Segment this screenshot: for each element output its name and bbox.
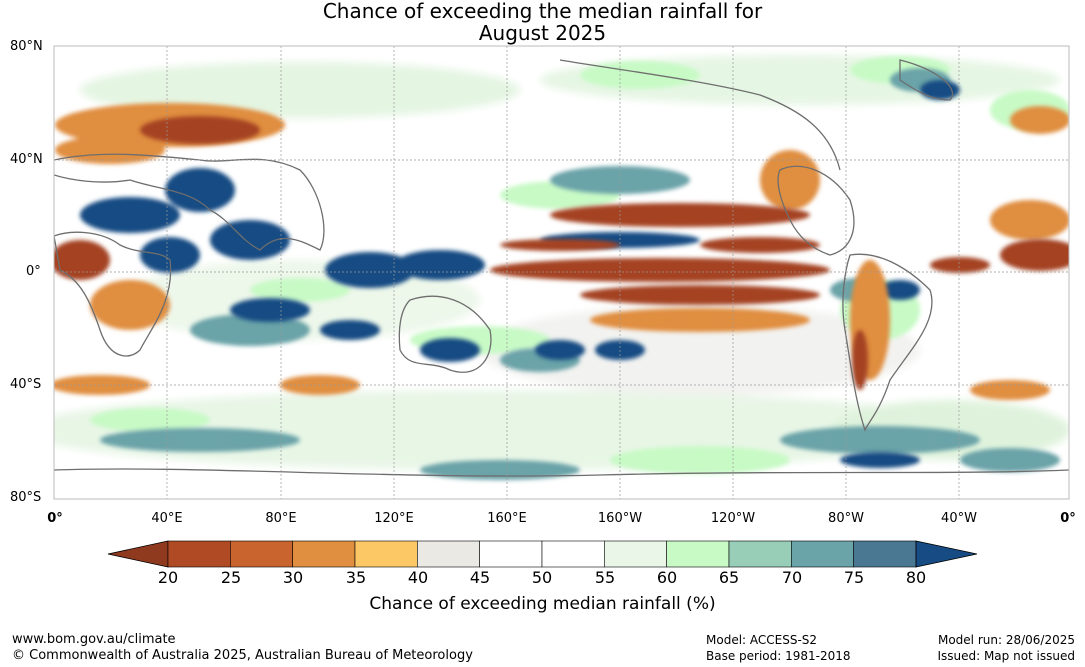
lat-label-80s: 80°S <box>10 490 42 505</box>
colorbar-segment <box>728 540 792 568</box>
map-title-line2: August 2025 <box>478 21 607 45</box>
lon-label-0-west: 0° <box>47 511 63 526</box>
colorbar-segment <box>791 540 854 568</box>
colorbar-segment <box>354 540 418 568</box>
colorbar-tick-label: 55 <box>594 568 616 587</box>
colorbar-tick-label: 30 <box>282 568 304 587</box>
green-anomalies <box>90 56 1069 474</box>
lat-label-40n: 40°N <box>10 152 43 167</box>
footer-copyright: © Commonwealth of Australia 2025, Austra… <box>12 648 473 663</box>
colorbar-segment <box>853 540 917 568</box>
lon-label-120e: 120°E <box>374 511 414 526</box>
lat-label-80n: 80°N <box>10 39 43 54</box>
lon-label-80e: 80°E <box>265 511 297 526</box>
lon-label-160w: 160°W <box>597 511 643 526</box>
colorbar-tick-label: 35 <box>345 568 367 587</box>
colorbar-tick-label: 70 <box>781 568 803 587</box>
colorbar-segment <box>167 540 231 568</box>
teal-anomalies <box>100 68 1060 480</box>
colorbar-high-extension <box>915 540 978 568</box>
graticule <box>54 46 1069 499</box>
rust-anomalies <box>54 116 1069 390</box>
coastlines <box>54 59 1069 477</box>
lat-label-40s: 40°S <box>10 377 42 392</box>
footer-url: www.bom.gov.au/climate <box>12 632 176 647</box>
map-frame <box>53 45 1070 500</box>
colorbar-tick-label: 75 <box>843 568 865 587</box>
colorbar-low-extension <box>107 540 169 568</box>
colorbar-segment <box>666 540 730 568</box>
footer-issued: Issued: Map not issued <box>937 649 1075 663</box>
colorbar-tick-label: 40 <box>407 568 429 587</box>
blue-anomalies <box>80 80 960 468</box>
colorbar-tick-label: 25 <box>220 568 242 587</box>
colorbar-title: Chance of exceeding median rainfall (%) <box>369 594 716 614</box>
lon-label-40w: 40°W <box>941 511 977 526</box>
lon-label-80w: 80°W <box>828 511 864 526</box>
footer-base-period: Base period: 1981-2018 <box>706 649 851 663</box>
lon-label-0-east: 0° <box>1060 511 1076 526</box>
colorbar-segment <box>479 540 543 568</box>
colorbar-tick-label: 45 <box>469 568 491 587</box>
lon-label-120w: 120°W <box>710 511 756 526</box>
colorbar-tick-label: 80 <box>905 568 927 587</box>
lon-label-160e: 160°E <box>487 511 527 526</box>
colorbar-segment <box>541 540 605 568</box>
colorbar-segment <box>604 540 667 568</box>
colorbar-tick-label: 50 <box>531 568 553 587</box>
colorbar-tick-label: 20 <box>157 568 179 587</box>
colorbar-tick-label: 60 <box>656 568 678 587</box>
footer-model-run: Model run: 28/06/2025 <box>937 633 1075 647</box>
colorbar-segment <box>417 540 480 568</box>
colorbar-segment <box>292 540 356 568</box>
map-title-line1: Chance of exceeding the median rainfall … <box>322 0 763 23</box>
colorbar-tick-label: 65 <box>718 568 740 587</box>
lat-label-0: 0° <box>26 264 41 279</box>
lon-label-40e: 40°E <box>151 511 183 526</box>
colorbar-segment <box>230 540 293 568</box>
footer-model: Model: ACCESS-S2 <box>706 633 818 647</box>
